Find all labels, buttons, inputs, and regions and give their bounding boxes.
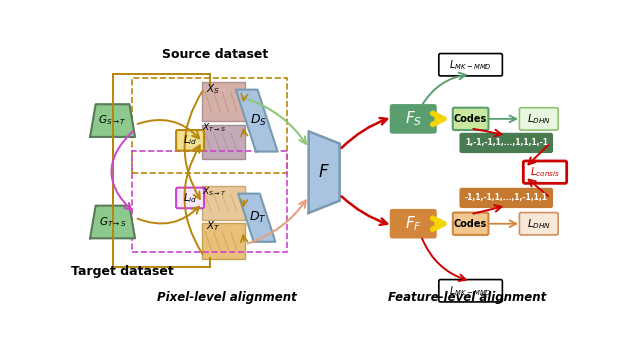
Text: Source dataset: Source dataset <box>163 48 269 61</box>
Text: $L_{DHN}$: $L_{DHN}$ <box>527 217 551 231</box>
Text: $D_T$: $D_T$ <box>250 210 267 225</box>
Text: $F$: $F$ <box>318 163 330 181</box>
FancyBboxPatch shape <box>524 161 566 183</box>
Text: $F_S$: $F_S$ <box>404 110 422 128</box>
Text: $X_{S\rightarrow T}$: $X_{S\rightarrow T}$ <box>202 186 227 198</box>
Text: $G_{S\rightarrow T}$: $G_{S\rightarrow T}$ <box>99 114 127 127</box>
FancyBboxPatch shape <box>391 105 436 133</box>
FancyBboxPatch shape <box>460 189 552 207</box>
Bar <box>202 82 244 121</box>
FancyBboxPatch shape <box>439 280 502 302</box>
FancyBboxPatch shape <box>520 108 558 130</box>
Text: 1,-1,-1,1,...,1,1,1,-1: 1,-1,-1,1,...,1,1,1,-1 <box>465 138 548 147</box>
Text: $F_F$: $F_F$ <box>404 215 422 233</box>
Text: $G_{T\rightarrow S}$: $G_{T\rightarrow S}$ <box>99 215 127 229</box>
Text: $L_{MK-MMD}$: $L_{MK-MMD}$ <box>449 284 492 298</box>
Text: $X_{T\rightarrow S}$: $X_{T\rightarrow S}$ <box>202 121 227 134</box>
Text: Feature-level alignment: Feature-level alignment <box>388 291 547 304</box>
FancyBboxPatch shape <box>520 212 558 235</box>
Text: $L_{id}$: $L_{id}$ <box>183 134 197 147</box>
Bar <box>202 223 244 259</box>
FancyBboxPatch shape <box>176 130 204 151</box>
Text: Codes: Codes <box>454 114 487 124</box>
FancyBboxPatch shape <box>452 108 488 130</box>
Polygon shape <box>238 194 275 242</box>
Text: $L_{MK-MMD}$: $L_{MK-MMD}$ <box>449 58 492 72</box>
FancyBboxPatch shape <box>176 188 204 208</box>
Bar <box>202 125 244 159</box>
Text: $L_{id}$: $L_{id}$ <box>183 191 197 205</box>
Text: $D_S$: $D_S$ <box>250 113 267 128</box>
Polygon shape <box>90 104 135 137</box>
Polygon shape <box>236 90 278 152</box>
Bar <box>202 186 244 220</box>
Text: $X_T$: $X_T$ <box>206 219 221 233</box>
Text: -1,1,-1,1,...,1,-1,1,1: -1,1,-1,1,...,1,-1,1,1 <box>465 193 548 202</box>
FancyBboxPatch shape <box>452 212 488 235</box>
Bar <box>132 151 287 252</box>
Bar <box>132 79 287 173</box>
Text: Codes: Codes <box>454 219 487 229</box>
FancyBboxPatch shape <box>460 134 552 152</box>
Polygon shape <box>90 206 135 238</box>
FancyBboxPatch shape <box>391 210 436 237</box>
FancyBboxPatch shape <box>439 54 502 76</box>
Text: $L_{DHN}$: $L_{DHN}$ <box>527 112 551 126</box>
Text: Target dataset: Target dataset <box>71 265 174 278</box>
Text: $L_{consis}$: $L_{consis}$ <box>530 165 560 179</box>
Polygon shape <box>308 131 340 213</box>
Text: Pixel-level alignment: Pixel-level alignment <box>157 291 297 304</box>
Text: $X_S$: $X_S$ <box>206 82 220 96</box>
